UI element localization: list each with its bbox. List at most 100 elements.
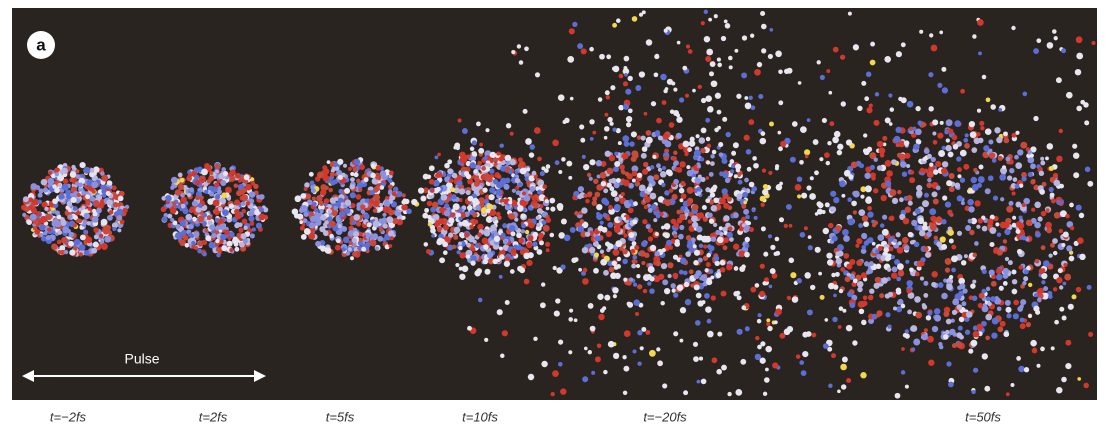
atom: [624, 141, 630, 147]
atom: [725, 178, 730, 183]
atom: [701, 379, 707, 385]
atom: [524, 279, 530, 285]
atom: [925, 252, 931, 258]
atom: [843, 253, 849, 259]
atom: [688, 219, 692, 223]
atom: [535, 72, 540, 77]
atom: [961, 260, 966, 265]
atom: [1020, 142, 1027, 149]
atom: [536, 223, 540, 227]
atom: [685, 251, 691, 257]
atom: [189, 187, 194, 192]
atom: [974, 138, 980, 144]
atom: [651, 204, 657, 210]
atom: [828, 384, 832, 388]
atom: [469, 162, 475, 168]
atom: [861, 245, 866, 250]
atom: [117, 228, 121, 232]
atom: [653, 174, 659, 180]
atom: [589, 247, 595, 253]
atom: [47, 228, 51, 232]
atom: [1022, 281, 1026, 285]
atom: [581, 48, 587, 54]
atom: [906, 195, 912, 201]
atom: [590, 326, 596, 332]
atom: [907, 101, 914, 108]
atom: [614, 204, 621, 211]
atom: [636, 274, 640, 278]
atom: [905, 260, 909, 264]
atom: [1065, 363, 1071, 369]
atom: [475, 205, 481, 211]
atom: [686, 44, 690, 48]
atom: [789, 258, 795, 264]
atom: [769, 285, 773, 289]
time-label: t=10fs: [462, 409, 498, 424]
atom: [33, 226, 37, 230]
atom: [546, 248, 550, 252]
atom: [703, 237, 708, 242]
atom: [118, 196, 124, 202]
atom: [606, 217, 610, 221]
atom: [985, 314, 992, 321]
atom: [649, 350, 656, 357]
atom: [91, 181, 98, 188]
atom: [43, 231, 47, 235]
atom: [853, 278, 858, 283]
atom: [379, 227, 384, 232]
atom: [623, 391, 627, 395]
atom: [899, 197, 904, 202]
atom: [860, 372, 866, 378]
atom: [997, 249, 1003, 255]
atom: [939, 345, 943, 349]
atom: [207, 215, 212, 220]
atom: [123, 208, 128, 213]
atom: [840, 364, 847, 371]
atom: [868, 295, 874, 301]
atom: [717, 58, 721, 62]
atom: [696, 134, 700, 138]
atom: [560, 388, 566, 394]
atom: [57, 230, 62, 235]
panel-label: a: [36, 35, 46, 54]
atom: [947, 210, 952, 215]
atom: [477, 161, 482, 166]
atom: [483, 156, 488, 161]
atom: [448, 232, 453, 237]
atom: [558, 340, 563, 345]
atom: [892, 266, 898, 272]
figure: a Pulse t=−2fst=2fst=5fst=10fst=−20fst=5…: [0, 0, 1109, 435]
atom: [178, 183, 182, 187]
atom: [1003, 131, 1008, 136]
atom: [22, 213, 26, 217]
atom: [541, 282, 545, 286]
atom: [699, 357, 703, 361]
atom: [1008, 260, 1013, 265]
atom: [863, 133, 867, 137]
atom: [1056, 200, 1061, 205]
atom: [734, 49, 738, 53]
atom: [826, 69, 830, 73]
atom: [564, 234, 571, 241]
atom: [328, 188, 332, 192]
atom: [613, 353, 619, 359]
atom: [509, 159, 515, 165]
atom: [1012, 270, 1017, 275]
atom: [561, 157, 566, 162]
atom: [619, 164, 625, 170]
atom: [252, 227, 256, 231]
atom: [478, 298, 482, 302]
atom: [482, 187, 487, 192]
atom: [601, 198, 607, 204]
atom: [792, 121, 798, 127]
atom: [215, 211, 219, 215]
atom: [850, 302, 856, 308]
atom: [661, 263, 667, 269]
atom: [943, 311, 949, 317]
atom: [655, 261, 661, 267]
atom: [706, 253, 711, 258]
atom: [537, 208, 543, 214]
atom: [982, 75, 987, 80]
atom: [637, 362, 641, 366]
atom: [720, 267, 725, 272]
